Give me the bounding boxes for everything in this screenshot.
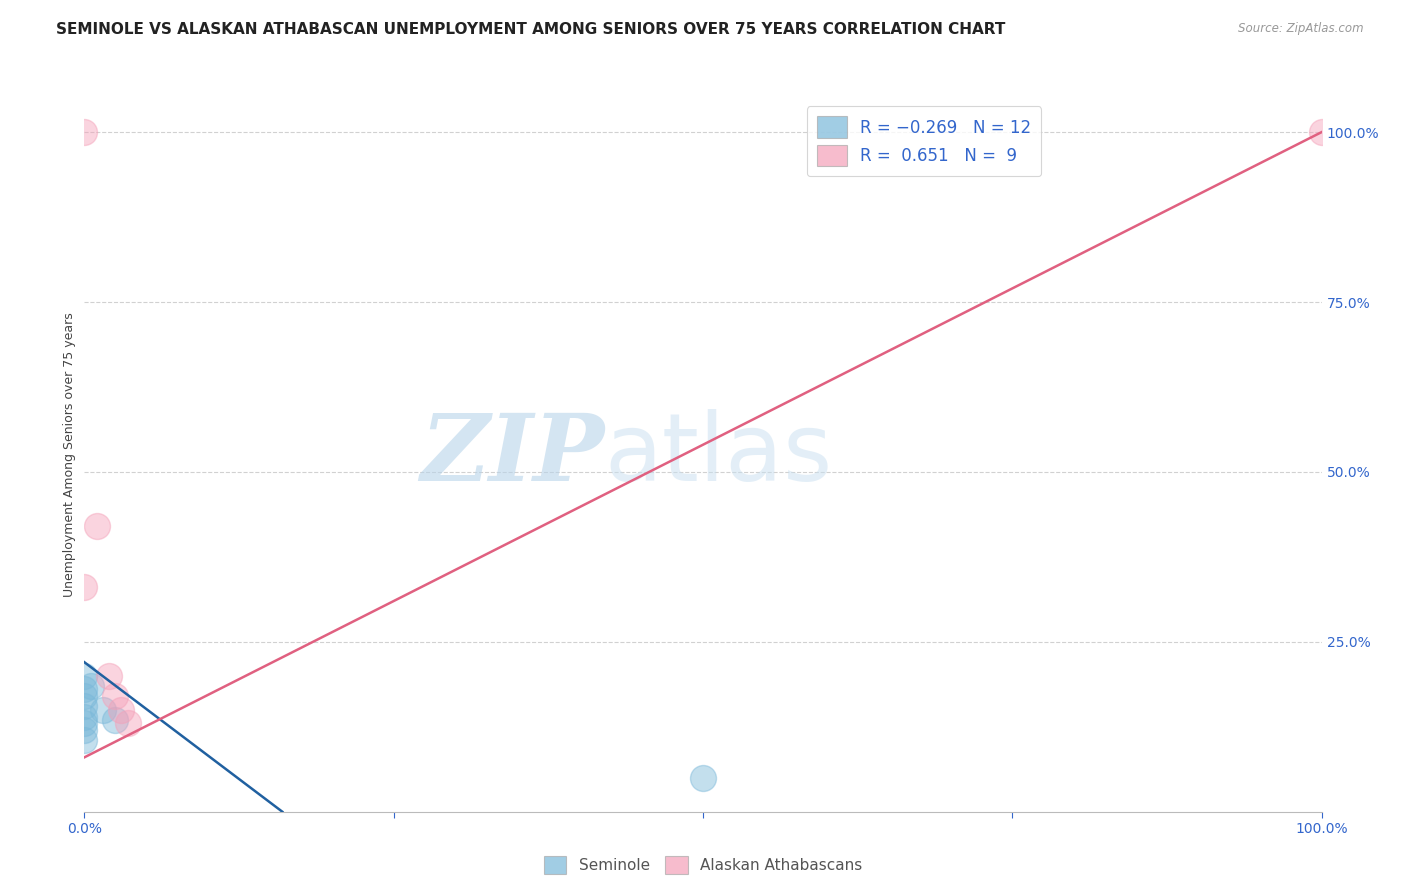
Point <box>79 679 101 693</box>
Point <box>73 669 96 683</box>
Point <box>117 716 139 731</box>
Point <box>86 519 108 533</box>
Text: Source: ZipAtlas.com: Source: ZipAtlas.com <box>1239 22 1364 36</box>
Point <box>73 689 96 703</box>
Point <box>73 716 96 731</box>
Point <box>73 682 96 697</box>
Point <box>73 125 96 139</box>
Point <box>73 581 96 595</box>
Point <box>104 713 127 727</box>
Point <box>73 709 96 723</box>
Point <box>73 733 96 747</box>
Point <box>73 699 96 714</box>
Legend: R = −0.269   N = 12, R =  0.651   N =  9: R = −0.269 N = 12, R = 0.651 N = 9 <box>807 106 1040 176</box>
Text: ZIP: ZIP <box>420 410 605 500</box>
Point <box>104 689 127 703</box>
Y-axis label: Unemployment Among Seniors over 75 years: Unemployment Among Seniors over 75 years <box>63 312 76 598</box>
Point <box>73 723 96 738</box>
Legend: Seminole, Alaskan Athabascans: Seminole, Alaskan Athabascans <box>537 850 869 880</box>
Point <box>692 771 714 785</box>
Point <box>1310 125 1333 139</box>
Text: SEMINOLE VS ALASKAN ATHABASCAN UNEMPLOYMENT AMONG SENIORS OVER 75 YEARS CORRELAT: SEMINOLE VS ALASKAN ATHABASCAN UNEMPLOYM… <box>56 22 1005 37</box>
Point <box>110 703 132 717</box>
Text: atlas: atlas <box>605 409 832 501</box>
Point <box>91 703 114 717</box>
Point <box>98 669 121 683</box>
